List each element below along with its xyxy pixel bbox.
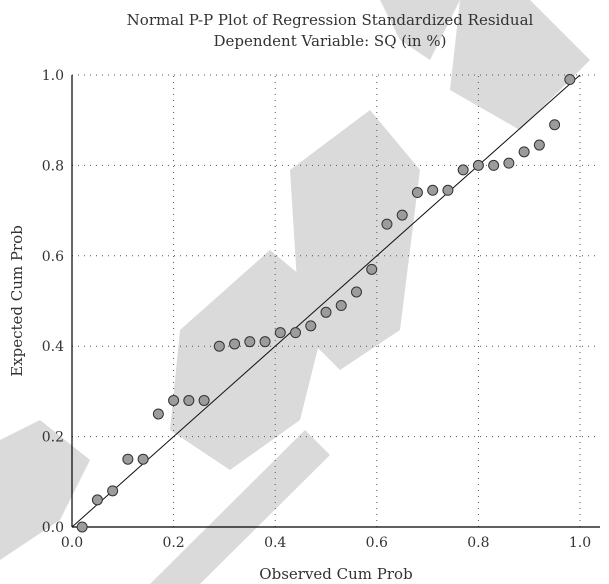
data-point xyxy=(244,336,256,348)
data-point xyxy=(335,300,347,312)
x-tick-label: 0.0 xyxy=(61,535,83,551)
tick-labels: 0.0 0.2 0.4 0.6 0.8 1.0 0.0 0.2 0.4 0.6 0.8 1.0 xyxy=(42,68,591,551)
data-point xyxy=(183,394,195,406)
data-point xyxy=(274,327,286,339)
y-tick-label: 0.2 xyxy=(42,430,64,446)
axes xyxy=(71,75,600,528)
y-tick-label: 0.6 xyxy=(42,249,64,265)
data-point xyxy=(564,74,576,86)
x-tick-label: 0.8 xyxy=(467,535,489,551)
gridlines xyxy=(72,74,600,527)
x-tick-label: 1.0 xyxy=(569,535,591,551)
data-point xyxy=(366,263,378,275)
data-point xyxy=(503,157,515,169)
y-tick-label: 0.0 xyxy=(42,520,64,536)
x-tick-label: 0.4 xyxy=(264,535,286,551)
data-point xyxy=(533,139,545,151)
data-point xyxy=(457,164,469,176)
chart-title-line-2: Dependent Variable: SQ (in %) xyxy=(214,32,447,50)
y-tick-label: 1.0 xyxy=(42,68,64,84)
data-point xyxy=(229,338,241,350)
data-point xyxy=(488,159,500,171)
data-points xyxy=(76,74,576,533)
data-point xyxy=(427,184,439,196)
x-axis-title: Observed Cum Prob xyxy=(259,565,412,583)
data-point xyxy=(320,306,332,318)
data-point xyxy=(442,184,454,196)
reference-diagonal-line xyxy=(71,74,581,528)
data-point xyxy=(472,159,484,171)
data-point xyxy=(290,327,302,339)
data-point xyxy=(91,494,103,506)
chart-title-line-1: Normal P-P Plot of Regression Standardiz… xyxy=(127,11,534,29)
x-tick-label: 0.2 xyxy=(162,535,184,551)
x-tick-label: 0.6 xyxy=(366,535,388,551)
data-point xyxy=(198,394,210,406)
data-point xyxy=(411,187,423,199)
data-point xyxy=(152,408,164,420)
data-point xyxy=(76,521,88,533)
y-axis-title: Expected Cum Prob xyxy=(8,225,26,377)
data-point xyxy=(518,146,530,158)
data-point xyxy=(168,394,180,406)
data-point xyxy=(107,485,119,497)
y-tick-label: 0.8 xyxy=(42,158,64,174)
data-point xyxy=(350,286,362,298)
data-point xyxy=(396,209,408,221)
data-point xyxy=(122,453,134,465)
data-point xyxy=(381,218,393,230)
data-point xyxy=(549,119,561,131)
y-tick-label: 0.4 xyxy=(42,339,64,355)
data-point xyxy=(213,340,225,352)
data-point xyxy=(305,320,317,332)
data-point xyxy=(259,336,271,348)
reference-line-layer xyxy=(71,74,581,528)
data-point xyxy=(137,453,149,465)
retracted-watermark xyxy=(0,0,590,584)
